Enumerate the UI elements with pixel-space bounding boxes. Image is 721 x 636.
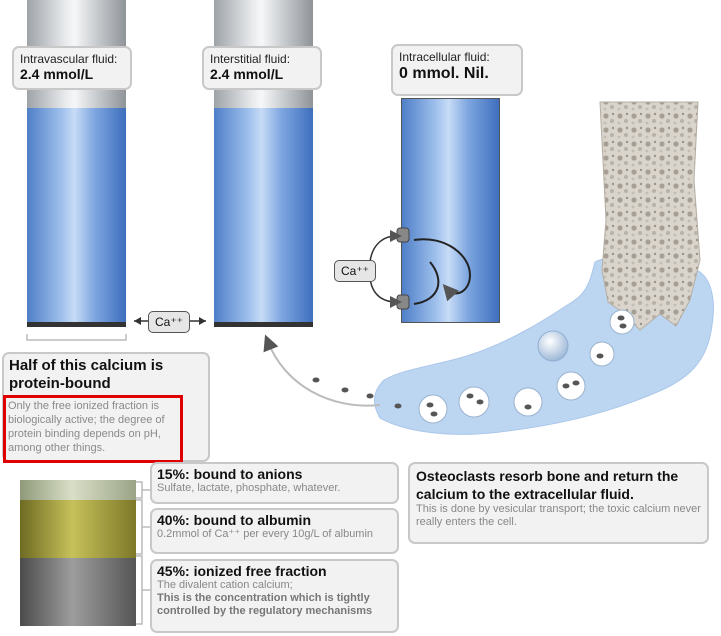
fraction-anions-title: 15%: bound to anions — [157, 466, 303, 482]
interstitial-tube-base — [214, 322, 313, 327]
intravascular-value: 2.4 mmol/L — [20, 66, 94, 82]
osteoclast-text: This is done by vesicular transport; the… — [416, 503, 701, 528]
cell-pump-arrow — [413, 238, 472, 302]
fraction-anions-callout: 15%: bound to anions Sulfate, lactate, p… — [150, 462, 399, 504]
intravascular-label-text: Intravascular fluid: — [20, 52, 118, 66]
ca-exchange-label: Ca⁺⁺ — [148, 311, 190, 333]
osteoclast-vesicles — [418, 309, 635, 424]
intravascular-tube-fluid — [27, 108, 126, 326]
large-vesicle — [537, 330, 569, 362]
calcium-dots — [312, 315, 627, 417]
fraction-albumin-callout: 40%: bound to albumin 0.2mmol of Ca⁺⁺ pe… — [150, 508, 399, 554]
interstitial-label: Interstitial fluid: 2.4 mmol/L — [202, 46, 322, 90]
intracellular-label: Intracellular fluid: 0 mmol. Nil. — [391, 44, 523, 96]
interstitial-value: 2.4 mmol/L — [210, 66, 284, 82]
intravascular-label: Intravascular fluid: 2.4 mmol/L — [12, 46, 132, 90]
membrane-channel-bottom — [396, 294, 410, 310]
albumin-band — [20, 500, 136, 558]
protein-bound-title: Half of this calcium is protein-bound — [9, 357, 164, 392]
fraction-albumin-title: 40%: bound to albumin — [157, 512, 311, 528]
fraction-ionized-bold-text: This is the concentration which is tight… — [157, 592, 373, 617]
intracellular-label-text: Intracellular fluid: — [399, 50, 490, 64]
fraction-ionized-title: 45%: ionized free fraction — [157, 563, 327, 579]
protein-bound-text: Only the free ionized fraction is biolog… — [8, 400, 165, 454]
anion-band — [20, 480, 136, 500]
ionized-band — [20, 558, 136, 626]
fraction-tube — [20, 480, 136, 626]
cell-pump-arrow-lower — [413, 261, 440, 305]
osteoclast-title: Osteoclasts resorb bone and return the c… — [416, 468, 679, 502]
intravascular-tube-base — [27, 322, 126, 327]
cell-arrow-out — [369, 277, 402, 308]
osteoclast-callout: Osteoclasts resorb bone and return the c… — [408, 462, 709, 544]
fraction-ionized-callout: 45%: ionized free fraction The divalent … — [150, 559, 399, 633]
bone — [599, 101, 701, 331]
fraction-albumin-text: 0.2mmol of Ca⁺⁺ per every 10g/L of album… — [157, 528, 374, 540]
membrane-channel-top — [396, 227, 410, 243]
return-arrow — [263, 334, 381, 407]
fraction-anions-text: Sulfate, lactate, phosphate, whatever. — [157, 482, 341, 494]
intracellular-value: 0 mmol. Nil. — [399, 65, 489, 82]
interstitial-label-text: Interstitial fluid: — [210, 52, 291, 66]
protein-bound-callout: Half of this calcium is protein-bound — [2, 352, 210, 462]
ca-cell-label: Ca⁺⁺ — [334, 260, 376, 282]
cell-arrow-in — [369, 230, 402, 263]
protein-bound-highlight: Only the free ionized fraction is biolog… — [3, 395, 183, 463]
interstitial-tube-fluid — [214, 108, 313, 326]
fraction-ionized-text: The divalent cation calcium; — [157, 579, 293, 591]
